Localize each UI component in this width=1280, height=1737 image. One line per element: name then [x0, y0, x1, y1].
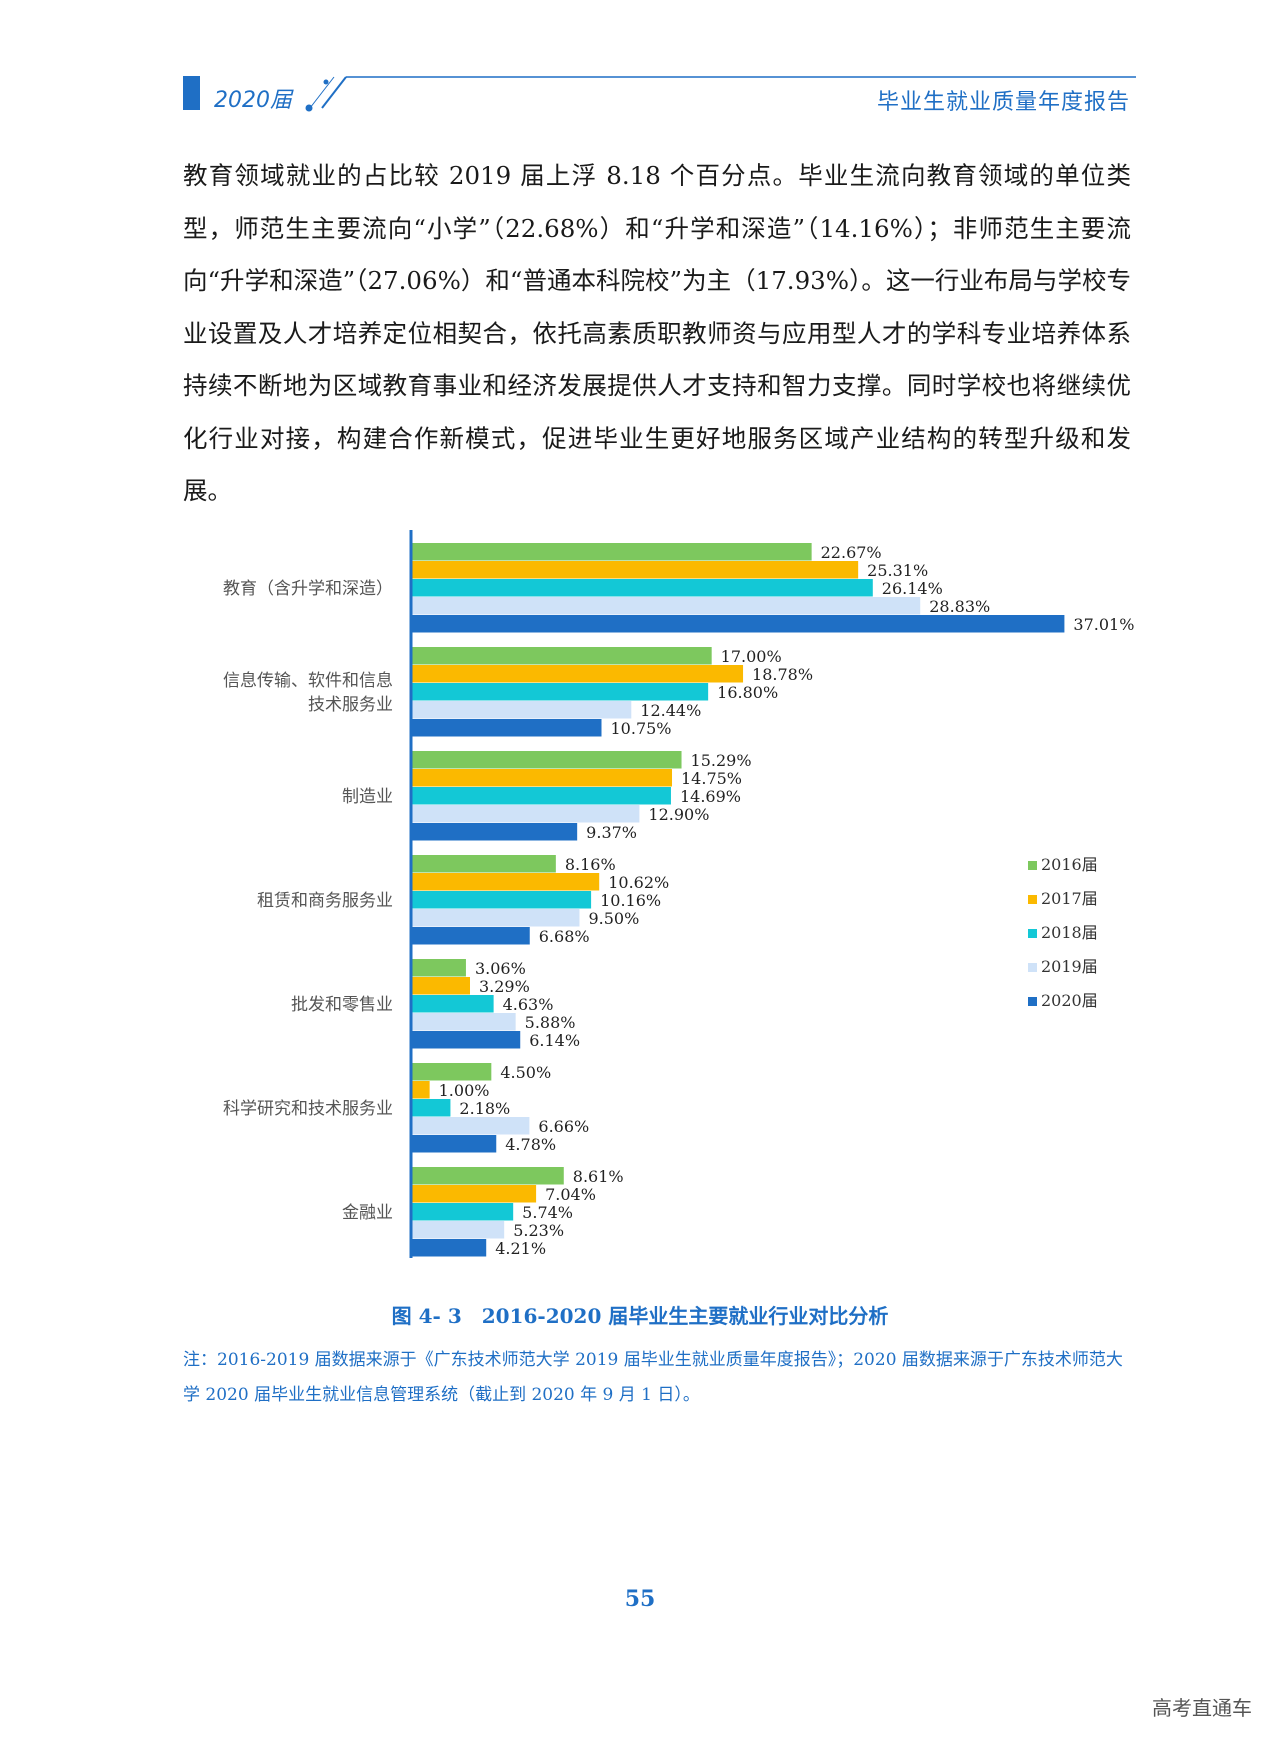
bar-4-0 — [412, 959, 466, 977]
bar-0-4 — [412, 615, 1065, 633]
bar-1-3 — [412, 701, 632, 719]
category-label-1-0: 信息传输、软件和信息 — [223, 671, 393, 691]
bar-2-0 — [412, 751, 682, 769]
value-label-0-1: 25.31% — [867, 561, 928, 580]
legend-label-0: 2016届 — [1041, 855, 1098, 874]
bar-5-0 — [412, 1063, 492, 1081]
bar-4-1 — [412, 977, 470, 995]
value-label-6-2: 5.74% — [522, 1203, 573, 1222]
value-label-3-4: 6.68% — [539, 927, 590, 946]
value-label-3-2: 10.16% — [600, 891, 661, 910]
value-label-2-2: 14.69% — [680, 787, 741, 806]
legend-swatch-0 — [1028, 861, 1037, 870]
legend-swatch-4 — [1028, 997, 1037, 1006]
value-label-2-0: 15.29% — [691, 751, 752, 770]
industry-comparison-bar-chart: 22.67%25.31%26.14%28.83% 37.01% 教育（含升学和深造）… — [223, 530, 1134, 1258]
legend-label-4: 2020届 — [1041, 991, 1098, 1010]
bar-2-3 — [412, 805, 640, 823]
bar-6-0 — [412, 1167, 564, 1185]
value-label-4-1: 3.29% — [479, 977, 530, 996]
bar-6-2 — [412, 1203, 514, 1221]
bar-1-1 — [412, 665, 744, 683]
bar-6-4 — [412, 1239, 487, 1257]
legend-swatch-1 — [1028, 895, 1037, 904]
header-accent-bar — [183, 76, 200, 110]
bar-3-0 — [412, 855, 556, 873]
value-label-1-3: 12.44% — [640, 701, 701, 720]
bar-5-4 — [412, 1135, 497, 1153]
value-label-1-0: 17.00% — [721, 647, 782, 666]
bar-3-4 — [412, 927, 530, 945]
bar-0-1 — [412, 561, 859, 579]
category-label-2: 制造业 — [342, 787, 393, 807]
category-label-6: 金融业 — [342, 1203, 393, 1223]
value-label-0-4: 37.01% — [1073, 615, 1134, 634]
bar-1-0 — [412, 647, 712, 665]
category-label-5: 科学研究和技术服务业 — [223, 1099, 393, 1119]
value-label-0-3: 28.83% — [929, 597, 990, 616]
bar-3-1 — [412, 873, 600, 891]
figure-caption: 图 4- 3 2016-2020 届毕业生主要就业行业对比分析 — [391, 1304, 889, 1328]
bar-2-2 — [412, 787, 671, 805]
value-label-5-1: 1.00% — [439, 1081, 490, 1100]
value-label-5-0: 4.50% — [500, 1063, 551, 1082]
value-label-3-0: 8.16% — [565, 855, 616, 874]
figure-source-note: 注：2016-2019 届数据来源于《广东技术师范大学 2019 届毕业生就业质… — [183, 1350, 1123, 1405]
value-label-4-2: 4.63% — [503, 995, 554, 1014]
value-label-5-4: 4.78% — [505, 1135, 556, 1154]
value-label-4-3: 5.88% — [525, 1013, 576, 1032]
bar-3-2 — [412, 891, 592, 909]
value-label-6-0: 8.61% — [573, 1167, 624, 1186]
bar-2-4 — [412, 823, 578, 841]
value-label-0-0: 22.67% — [821, 543, 882, 562]
value-label-6-4: 4.21% — [495, 1239, 546, 1258]
value-label-2-3: 12.90% — [648, 805, 709, 824]
header-rule-decoration — [305, 76, 1136, 112]
bar-0-3 — [412, 597, 921, 615]
value-label-2-1: 14.75% — [681, 769, 742, 788]
bar-4-3 — [412, 1013, 516, 1031]
value-label-4-4: 6.14% — [529, 1031, 580, 1050]
bar-6-3 — [412, 1221, 505, 1239]
legend-label-3: 2019届 — [1041, 957, 1098, 976]
bar-1-2 — [412, 683, 709, 701]
category-label-3: 租赁和商务服务业 — [257, 891, 393, 911]
bar-5-2 — [412, 1099, 451, 1117]
bar-0-0 — [412, 543, 812, 561]
header-report-title: 毕业生就业质量年度报告 — [876, 90, 1130, 115]
value-label-6-1: 7.04% — [545, 1185, 596, 1204]
value-label-5-2: 2.18% — [459, 1099, 510, 1118]
value-label-5-3: 6.66% — [538, 1117, 589, 1136]
legend-swatch-2 — [1028, 929, 1037, 938]
value-label-1-2: 16.80% — [717, 683, 778, 702]
page-number: 55 — [624, 1586, 656, 1612]
bar-6-1 — [412, 1185, 537, 1203]
value-label-2-4: 9.37% — [586, 823, 637, 842]
bar-5-1 — [412, 1081, 430, 1099]
category-label-0: 教育（含升学和深造） — [223, 579, 393, 599]
bar-4-2 — [412, 995, 494, 1013]
category-label-4: 批发和零售业 — [291, 995, 393, 1015]
bar-5-3 — [412, 1117, 530, 1135]
value-label-4-0: 3.06% — [475, 959, 526, 978]
bar-0-2 — [412, 579, 873, 597]
bar-2-1 — [412, 769, 673, 787]
legend-label-2: 2018届 — [1041, 923, 1098, 942]
bar-3-3 — [412, 909, 580, 927]
header-year: 2020届 — [214, 88, 292, 113]
category-label-1-1: 技术服务业 — [308, 695, 393, 715]
bar-1-4 — [412, 719, 602, 737]
value-label-0-2: 26.14% — [882, 579, 943, 598]
bar-4-4 — [412, 1031, 521, 1049]
value-label-3-1: 10.62% — [608, 873, 669, 892]
value-label-1-4: 10.75% — [611, 719, 672, 738]
body-paragraph: 教育领域就业的占比较 2019 届上浮 8.18 个百分点。毕业生流向教育领域的… — [183, 161, 1131, 505]
legend-label-1: 2017届 — [1041, 889, 1098, 908]
value-label-6-3: 5.23% — [513, 1221, 564, 1240]
legend-swatch-3 — [1028, 963, 1037, 972]
value-label-1-1: 18.78% — [752, 665, 813, 684]
watermark: 高考直通车 — [1152, 1696, 1252, 1720]
value-label-3-3: 9.50% — [588, 909, 639, 928]
